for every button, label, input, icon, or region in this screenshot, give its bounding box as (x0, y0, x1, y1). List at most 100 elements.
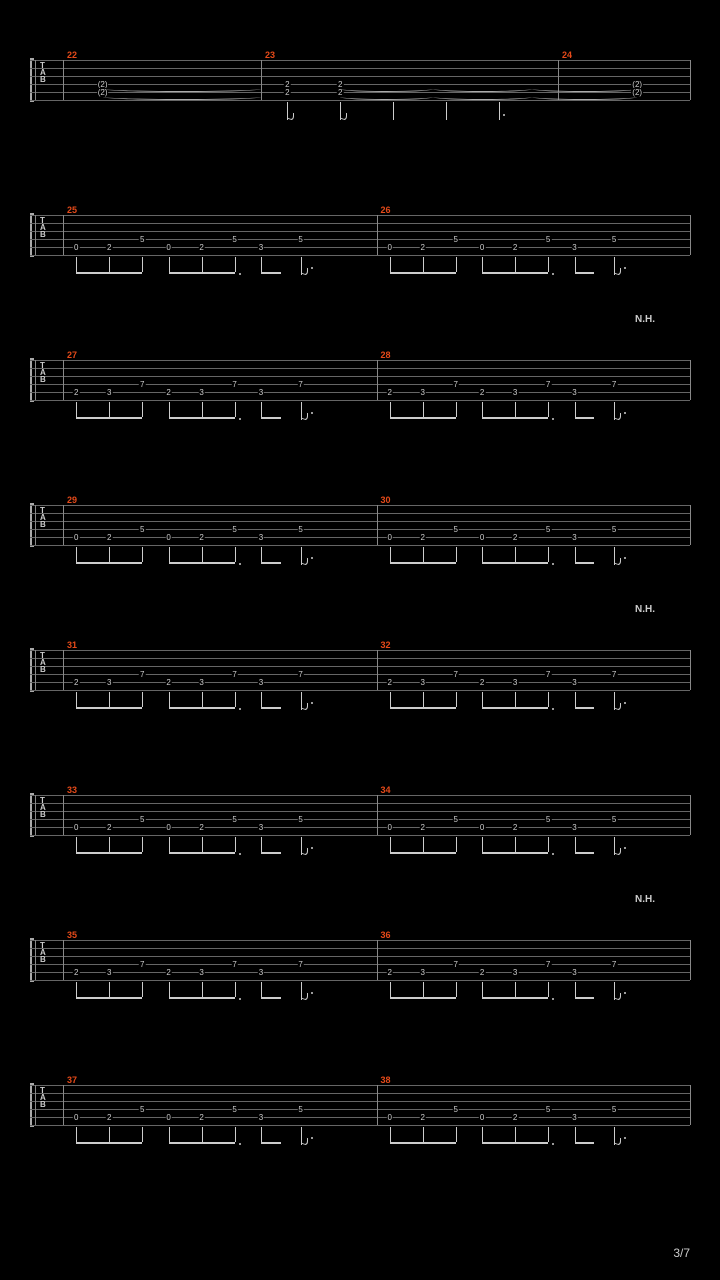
staff-system: TAB27282372373723723737 (30, 350, 690, 440)
nh-annotation: N.H. (635, 604, 655, 615)
page-number: 3/7 (673, 1246, 690, 1260)
fret-number: 7 (297, 670, 303, 679)
fret-number: 7 (611, 670, 617, 679)
fret-number: 5 (611, 235, 617, 244)
fret-number: 3 (258, 678, 264, 687)
tab-clef: TAB (40, 942, 46, 963)
fret-number: 2 (512, 533, 518, 542)
measure-number: 22 (67, 50, 77, 60)
staff-system: TAB222324(2)(2)2222(2)(2) (30, 50, 690, 150)
fret-number: 3 (258, 243, 264, 252)
measure-number: 35 (67, 930, 77, 940)
measure-number: 34 (380, 785, 390, 795)
fret-number: 3 (198, 678, 204, 687)
fret-number: 2 (479, 388, 485, 397)
fret-number: 7 (452, 670, 458, 679)
fret-number: 5 (611, 815, 617, 824)
fret-number: 5 (297, 1105, 303, 1114)
fret-number: 3 (571, 388, 577, 397)
fret-number: 0 (479, 823, 485, 832)
fret-number: 0 (165, 243, 171, 252)
staff-system: TAB25260250253502502535N.H. (30, 205, 690, 295)
fret-number: 5 (231, 525, 237, 534)
measure-number: 30 (380, 495, 390, 505)
tab-clef: TAB (40, 797, 46, 818)
fret-number: 2 (419, 1113, 425, 1122)
fret-number: 5 (545, 815, 551, 824)
fret-number: 7 (545, 380, 551, 389)
fret-number: 0 (73, 243, 79, 252)
fret-number: 7 (545, 670, 551, 679)
fret-number: 2 (165, 388, 171, 397)
fret-number: 2 (198, 1113, 204, 1122)
staff-system: TAB29300250253502502535N.H. (30, 495, 690, 585)
measure-number: 33 (67, 785, 77, 795)
fret-number: 2 (165, 968, 171, 977)
fret-number: 5 (139, 1105, 145, 1114)
fret-number: 5 (452, 235, 458, 244)
staff-system: TAB33340250253502502535N.H. (30, 785, 690, 875)
measure-number: 32 (380, 640, 390, 650)
tab-clef: TAB (40, 62, 46, 83)
fret-number: 2 (386, 678, 392, 687)
fret-number: 3 (571, 533, 577, 542)
fret-number: 3 (106, 678, 112, 687)
fret-number: 5 (545, 525, 551, 534)
tab-clef: TAB (40, 362, 46, 383)
staff-system: TAB35362372373723723737 (30, 930, 690, 1020)
fret-number: 0 (386, 243, 392, 252)
nh-annotation: N.H. (635, 314, 655, 325)
fret-number: 0 (479, 533, 485, 542)
fret-number: 0 (73, 823, 79, 832)
fret-number: 5 (139, 235, 145, 244)
fret-number: 3 (419, 678, 425, 687)
fret-number: 5 (297, 235, 303, 244)
fret-number: 3 (419, 968, 425, 977)
fret-number: 3 (198, 968, 204, 977)
fret-number: 2 (73, 968, 79, 977)
fret-number: 0 (386, 823, 392, 832)
fret-number: 7 (297, 380, 303, 389)
fret-number: 5 (139, 525, 145, 534)
tab-clef: TAB (40, 507, 46, 528)
fret-number: 3 (512, 968, 518, 977)
fret-number: 7 (545, 960, 551, 969)
fret-number: 7 (231, 380, 237, 389)
fret-number: 5 (231, 235, 237, 244)
fret-number: 2 (284, 88, 290, 97)
fret-number: 5 (297, 525, 303, 534)
tab-clef: TAB (40, 217, 46, 238)
fret-number: 3 (571, 968, 577, 977)
fret-number: 0 (73, 1113, 79, 1122)
fret-number: 5 (611, 525, 617, 534)
fret-number: 3 (258, 1113, 264, 1122)
fret-number: 3 (198, 388, 204, 397)
fret-number: 7 (231, 960, 237, 969)
fret-number: 2 (512, 243, 518, 252)
fret-number: (2) (631, 88, 643, 97)
staff-system: TAB31322372373723723737 (30, 640, 690, 730)
fret-number: 3 (571, 823, 577, 832)
fret-number: 2 (106, 243, 112, 252)
fret-number: 5 (139, 815, 145, 824)
fret-number: 5 (452, 1105, 458, 1114)
nh-annotation: N.H. (635, 894, 655, 905)
fret-number: 5 (611, 1105, 617, 1114)
fret-number: 2 (73, 388, 79, 397)
measure-number: 28 (380, 350, 390, 360)
fret-number: 2 (386, 388, 392, 397)
fret-number: 3 (571, 243, 577, 252)
fret-number: 2 (419, 823, 425, 832)
measure-number: 27 (67, 350, 77, 360)
tab-page: TAB222324(2)(2)2222(2)(2)TAB252602502535… (0, 0, 720, 1250)
fret-number: 0 (165, 533, 171, 542)
measure-number: 26 (380, 205, 390, 215)
fret-number: 3 (512, 388, 518, 397)
measure-number: 36 (380, 930, 390, 940)
fret-number: 0 (386, 533, 392, 542)
fret-number: 7 (611, 960, 617, 969)
fret-number: 2 (73, 678, 79, 687)
measure-number: 29 (67, 495, 77, 505)
fret-number: 3 (258, 388, 264, 397)
fret-number: 3 (106, 388, 112, 397)
